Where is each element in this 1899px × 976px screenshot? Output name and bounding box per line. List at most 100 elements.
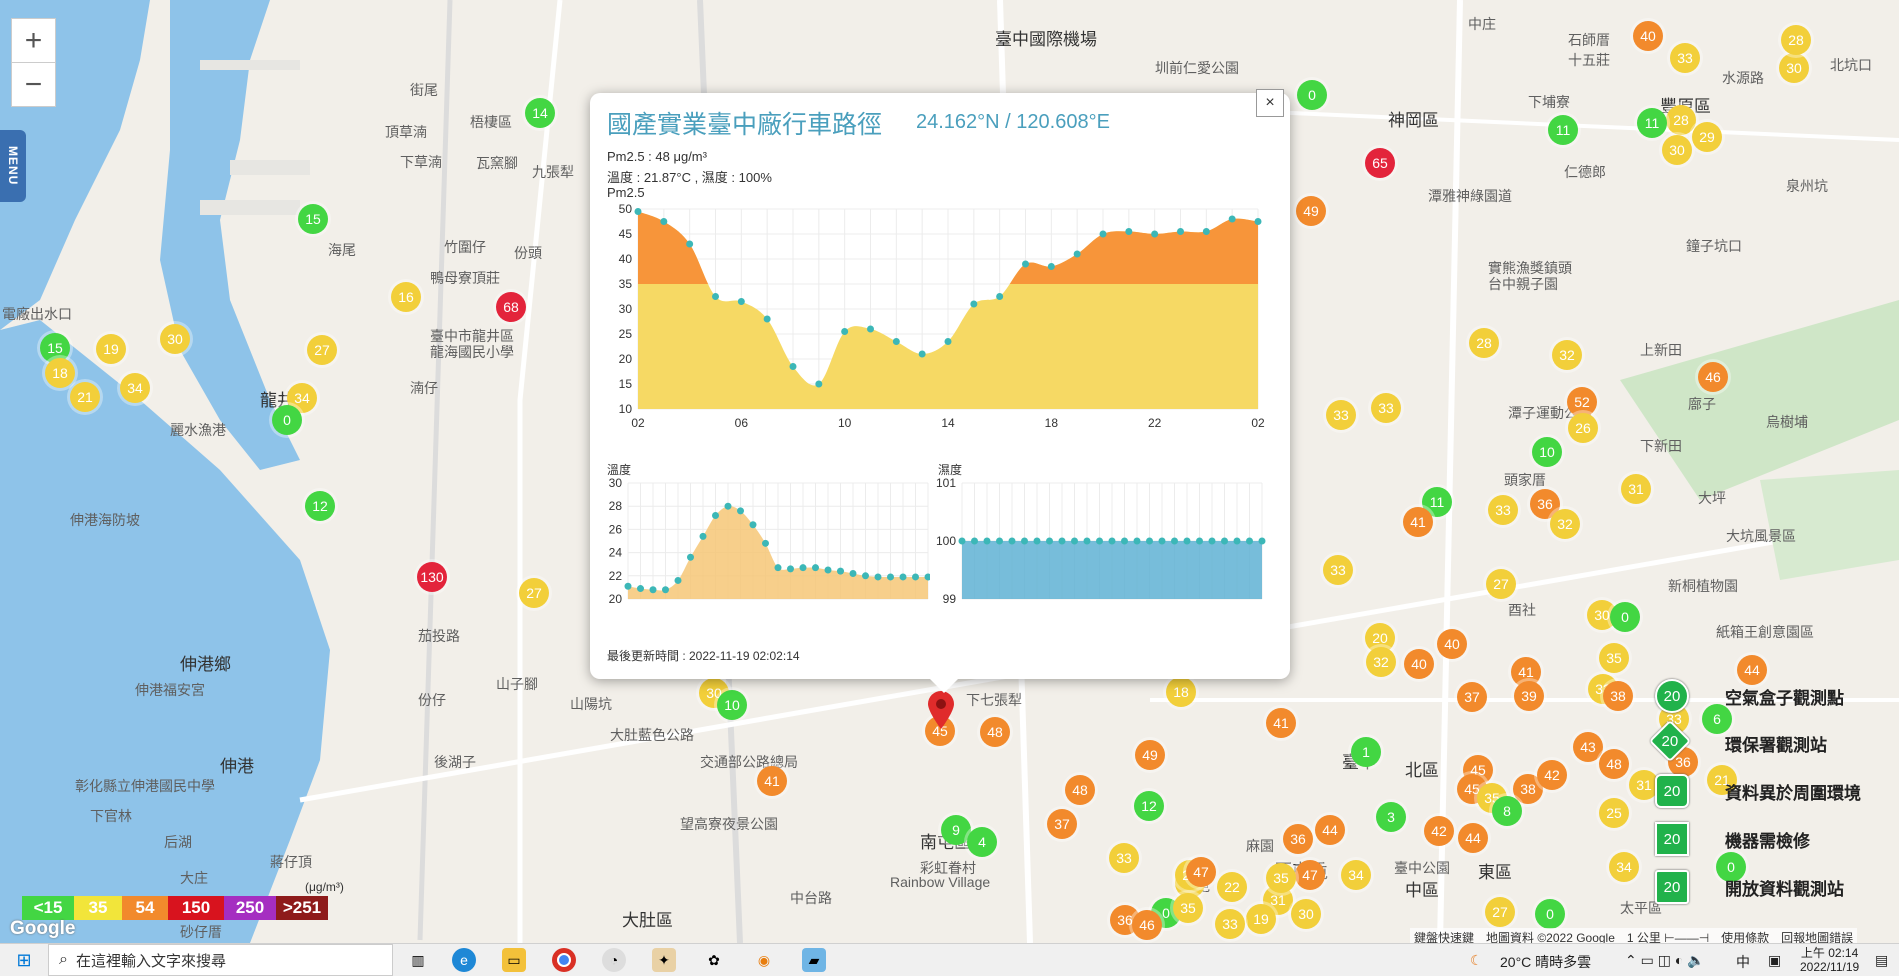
sensor-marker[interactable]: 65: [1365, 148, 1395, 178]
sensor-marker[interactable]: 35: [1266, 863, 1296, 893]
sensor-marker[interactable]: 52: [1567, 387, 1597, 417]
tray-icons[interactable]: ⌃ ▭ ◫ ◐ 🔈: [1625, 952, 1705, 968]
sensor-marker[interactable]: 47: [1186, 857, 1216, 887]
sensor-marker[interactable]: 27: [1485, 897, 1515, 927]
sensor-marker[interactable]: 39: [1514, 681, 1544, 711]
sensor-marker[interactable]: 48: [980, 717, 1010, 747]
sensor-marker[interactable]: 34: [1609, 852, 1639, 882]
sensor-marker[interactable]: 0: [1535, 899, 1565, 929]
sensor-marker[interactable]: 27: [307, 335, 337, 365]
sensor-marker[interactable]: 33: [1670, 43, 1700, 73]
sensor-marker[interactable]: 10: [1532, 437, 1562, 467]
sensor-marker[interactable]: 48: [1065, 775, 1095, 805]
menu-tab[interactable]: MENU: [0, 130, 26, 202]
edge-browser-icon[interactable]: e: [452, 948, 476, 972]
task-view-icon[interactable]: ▥: [411, 951, 425, 968]
keyboard-icon[interactable]: ▣: [1768, 952, 1782, 968]
zoom-in-button[interactable]: +: [11, 18, 56, 63]
app-icon[interactable]: ✦: [652, 948, 676, 972]
sensor-marker[interactable]: 47: [1295, 860, 1325, 890]
sensor-marker[interactable]: 28: [1666, 105, 1696, 135]
sensor-marker[interactable]: 19: [96, 334, 126, 364]
sensor-marker[interactable]: 36: [1530, 489, 1560, 519]
sensor-marker[interactable]: 46: [1698, 362, 1728, 392]
sensor-marker[interactable]: 30: [1662, 135, 1692, 165]
sensor-marker[interactable]: 32: [1550, 509, 1580, 539]
sensor-marker[interactable]: 33: [1323, 555, 1353, 585]
weather-icon[interactable]: ☾: [1470, 952, 1483, 968]
sensor-marker[interactable]: 44: [1315, 815, 1345, 845]
sensor-marker[interactable]: 14: [525, 98, 555, 128]
sensor-marker[interactable]: 49: [1296, 196, 1326, 226]
sensor-marker[interactable]: 31: [1621, 474, 1651, 504]
sensor-marker[interactable]: 6: [1702, 704, 1732, 734]
sensor-marker[interactable]: 21: [70, 382, 100, 412]
sensor-marker[interactable]: 41: [1403, 507, 1433, 537]
taskbar-search-input[interactable]: ⌕ 在這裡輸入文字來搜尋: [48, 944, 393, 976]
sensor-marker[interactable]: 68: [496, 292, 526, 322]
sensor-marker[interactable]: 32: [1366, 647, 1396, 677]
sensor-marker[interactable]: 44: [1737, 655, 1767, 685]
zoom-out-button[interactable]: −: [11, 62, 56, 107]
app-icon[interactable]: ✿: [708, 951, 720, 968]
sensor-marker[interactable]: 0: [1610, 602, 1640, 632]
sensor-marker[interactable]: 37: [1047, 809, 1077, 839]
sensor-marker[interactable]: 41: [757, 766, 787, 796]
sensor-marker[interactable]: 0: [272, 405, 302, 435]
sensor-marker[interactable]: 27: [1486, 569, 1516, 599]
sensor-marker[interactable]: 15: [298, 204, 328, 234]
sensor-marker[interactable]: 40: [1633, 21, 1663, 51]
sensor-marker[interactable]: 36: [1283, 824, 1313, 854]
sensor-marker[interactable]: 16: [391, 282, 421, 312]
sensor-marker[interactable]: 33: [1326, 400, 1356, 430]
map-canvas[interactable]: 臺中國際機場 圳前仁愛公園 神岡區 中庄 石師厝 十五莊 豐原區 北坑口 水源路…: [0, 0, 1899, 943]
sensor-marker[interactable]: 43: [1573, 732, 1603, 762]
chrome-browser-icon[interactable]: [552, 948, 576, 972]
sensor-marker[interactable]: 31: [1629, 770, 1659, 800]
windows-start-icon[interactable]: ⊞: [16, 949, 32, 970]
sensor-marker[interactable]: 40: [1404, 649, 1434, 679]
blender-icon[interactable]: ◉: [757, 951, 771, 968]
sensor-marker[interactable]: 33: [1371, 393, 1401, 423]
weather-status[interactable]: 20°C 晴時多雲: [1500, 954, 1592, 970]
sensor-marker[interactable]: 1: [1351, 737, 1381, 767]
sensor-marker[interactable]: 33: [1215, 909, 1245, 939]
sensor-marker[interactable]: 30: [160, 324, 190, 354]
sensor-marker[interactable]: 0: [1297, 80, 1327, 110]
sensor-marker[interactable]: 12: [305, 491, 335, 521]
sensor-marker[interactable]: 30: [1291, 899, 1321, 929]
sensor-marker[interactable]: 42: [1424, 816, 1454, 846]
close-button[interactable]: ×: [1256, 89, 1284, 117]
location-pin-icon[interactable]: [926, 690, 956, 730]
sensor-marker[interactable]: 18: [45, 358, 75, 388]
input-method-indicator[interactable]: 中: [1736, 954, 1750, 970]
sensor-marker[interactable]: 130: [417, 562, 447, 592]
sensor-marker[interactable]: 8: [1492, 796, 1522, 826]
sensor-marker[interactable]: 38: [1603, 681, 1633, 711]
sensor-marker[interactable]: 21: [1707, 765, 1737, 795]
sensor-marker[interactable]: 11: [1637, 108, 1667, 138]
app-icon[interactable]: ◔: [602, 948, 626, 972]
sensor-marker[interactable]: 35: [1173, 893, 1203, 923]
sensor-marker[interactable]: 28: [1781, 25, 1811, 55]
sensor-marker[interactable]: 33: [1109, 843, 1139, 873]
sensor-marker[interactable]: 48: [1599, 749, 1629, 779]
sensor-marker[interactable]: 32: [1552, 340, 1582, 370]
file-explorer-icon[interactable]: ▭: [502, 948, 526, 972]
sensor-marker[interactable]: 0: [1716, 852, 1746, 882]
map-attribution[interactable]: 鍵盤快速鍵 地圖資料 ©2022 Google 1 公里 ⊢——⊣ 使用條款 回…: [1410, 928, 1858, 943]
sensor-marker[interactable]: 33: [1488, 495, 1518, 525]
sensor-marker[interactable]: 27: [519, 578, 549, 608]
sensor-marker[interactable]: 18: [1166, 677, 1196, 707]
sensor-marker[interactable]: 34: [1341, 860, 1371, 890]
sensor-marker[interactable]: 35: [1599, 643, 1629, 673]
sensor-marker[interactable]: 28: [1469, 328, 1499, 358]
app-icon[interactable]: ▰: [802, 948, 826, 972]
sensor-marker[interactable]: 44: [1458, 823, 1488, 853]
sensor-marker[interactable]: 37: [1457, 682, 1487, 712]
sensor-marker[interactable]: 41: [1266, 708, 1296, 738]
sensor-marker[interactable]: 22: [1217, 872, 1247, 902]
sensor-marker[interactable]: 11: [1548, 115, 1578, 145]
sensor-marker[interactable]: 20: [1365, 623, 1395, 653]
sensor-marker[interactable]: 30: [1779, 53, 1809, 83]
